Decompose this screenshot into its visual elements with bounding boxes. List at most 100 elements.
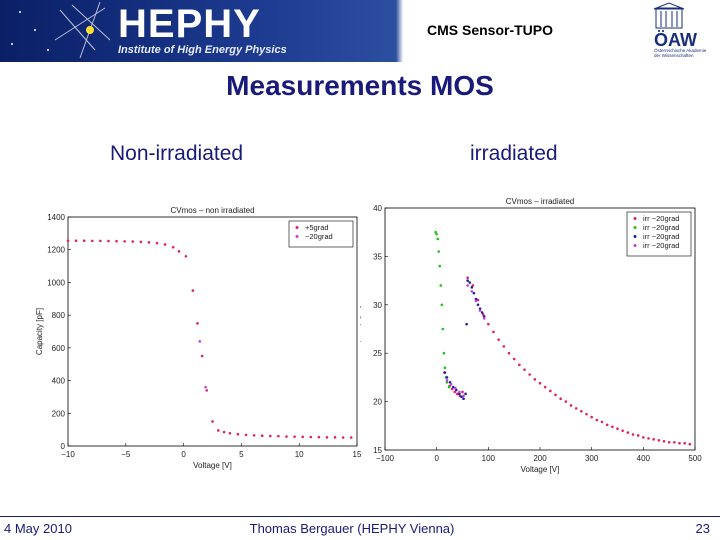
legend-box bbox=[288, 220, 354, 248]
data-point bbox=[184, 254, 188, 258]
data-point bbox=[667, 440, 671, 444]
data-point bbox=[478, 309, 482, 312]
data-point bbox=[115, 239, 118, 243]
data-point bbox=[518, 363, 521, 367]
y-tick-label: 1400 bbox=[47, 213, 65, 222]
legend-label: irr −20grad bbox=[643, 241, 679, 250]
data-point bbox=[451, 385, 455, 389]
legend-label: +5grad bbox=[305, 223, 329, 232]
logo-graphic bbox=[11, 1, 111, 59]
data-point bbox=[507, 351, 511, 355]
data-point bbox=[642, 436, 645, 439]
data-point bbox=[445, 380, 449, 384]
data-point bbox=[478, 307, 482, 310]
x-axis-label: Voltage [V] bbox=[521, 465, 560, 474]
non-irradiated-label: Non-irradiated bbox=[110, 142, 244, 165]
data-point bbox=[466, 276, 469, 279]
y-tick-label: 15 bbox=[373, 446, 382, 455]
data-point bbox=[543, 385, 547, 389]
data-point bbox=[465, 322, 468, 326]
data-point bbox=[482, 315, 486, 318]
data-point bbox=[341, 436, 345, 439]
plot-frame bbox=[67, 216, 358, 447]
data-point bbox=[466, 284, 469, 287]
x-tick-label: −100 bbox=[376, 454, 395, 463]
legend-label: −20grad bbox=[305, 232, 333, 241]
data-point bbox=[569, 404, 573, 407]
data-point bbox=[269, 434, 272, 438]
data-point bbox=[453, 390, 457, 394]
x-tick-label: 400 bbox=[637, 454, 651, 463]
data-point bbox=[443, 366, 447, 370]
oaw-subtitle: Österreichische Akademie der Wissenschaf… bbox=[654, 48, 707, 58]
data-point bbox=[458, 392, 461, 396]
data-point bbox=[198, 340, 202, 343]
data-point bbox=[333, 436, 337, 439]
x-tick-label: −5 bbox=[121, 450, 131, 459]
data-point bbox=[474, 299, 478, 303]
data-point bbox=[453, 386, 457, 390]
data-point bbox=[470, 289, 474, 293]
data-point bbox=[480, 311, 484, 314]
data-point bbox=[66, 239, 70, 243]
data-point bbox=[487, 322, 490, 326]
data-point bbox=[204, 385, 207, 389]
oaw-text: ÖAW bbox=[654, 30, 697, 50]
data-point bbox=[528, 373, 531, 376]
data-point bbox=[445, 376, 449, 379]
legend-label: irr −20grad bbox=[643, 214, 679, 223]
data-point bbox=[82, 239, 86, 243]
data-point bbox=[657, 439, 661, 442]
data-point bbox=[448, 380, 452, 384]
data-point bbox=[301, 435, 304, 439]
data-point bbox=[523, 368, 526, 371]
data-point bbox=[216, 429, 220, 432]
data-point bbox=[472, 291, 476, 295]
x-tick-label: 15 bbox=[353, 450, 362, 459]
chart-non-irradiated: CVmos – non irradiated −10 −5 0 5 10 15 0 200 400… bbox=[30, 195, 365, 475]
data-point bbox=[456, 392, 459, 396]
page-number: 23 bbox=[695, 521, 710, 536]
data-point bbox=[462, 397, 465, 400]
data-point bbox=[437, 250, 441, 253]
data-point bbox=[442, 351, 446, 355]
data-point bbox=[455, 388, 458, 392]
legend-marker bbox=[295, 235, 299, 238]
data-point bbox=[647, 437, 650, 440]
data-point bbox=[107, 239, 110, 243]
data-point bbox=[585, 412, 588, 416]
data-point bbox=[205, 389, 209, 392]
data-point bbox=[621, 429, 624, 432]
data-point bbox=[200, 354, 204, 358]
data-point bbox=[688, 442, 692, 446]
data-point bbox=[252, 434, 256, 437]
y-tick-label: 25 bbox=[373, 349, 382, 358]
data-point bbox=[196, 322, 199, 325]
data-point bbox=[443, 371, 447, 374]
data-point bbox=[616, 427, 619, 431]
logo-text: HEPHY bbox=[118, 2, 261, 46]
y-tick-label: 0 bbox=[61, 442, 66, 451]
data-point bbox=[236, 432, 240, 436]
footer-date: 4 May 2010 bbox=[4, 521, 72, 536]
data-point bbox=[317, 435, 321, 439]
data-point bbox=[564, 400, 568, 403]
y-tick-label: 200 bbox=[52, 409, 66, 418]
data-point bbox=[559, 397, 562, 400]
x-tick-label: 200 bbox=[533, 454, 547, 463]
x-tick-label: 500 bbox=[688, 454, 702, 463]
footer-divider bbox=[0, 516, 720, 517]
data-point bbox=[460, 395, 463, 399]
x-tick-label: −10 bbox=[61, 450, 75, 459]
y-tick-label: 1000 bbox=[47, 278, 65, 287]
y-tick-label: 40 bbox=[373, 204, 382, 213]
legend-label: irr −20grad bbox=[643, 232, 679, 241]
data-point bbox=[439, 284, 443, 287]
data-point bbox=[464, 392, 467, 396]
y-tick-label: 400 bbox=[52, 377, 66, 386]
data-point bbox=[611, 425, 614, 429]
x-tick-label: 5 bbox=[239, 450, 244, 459]
data-point bbox=[147, 241, 151, 244]
legend-marker bbox=[633, 226, 637, 229]
data-point bbox=[470, 286, 474, 289]
